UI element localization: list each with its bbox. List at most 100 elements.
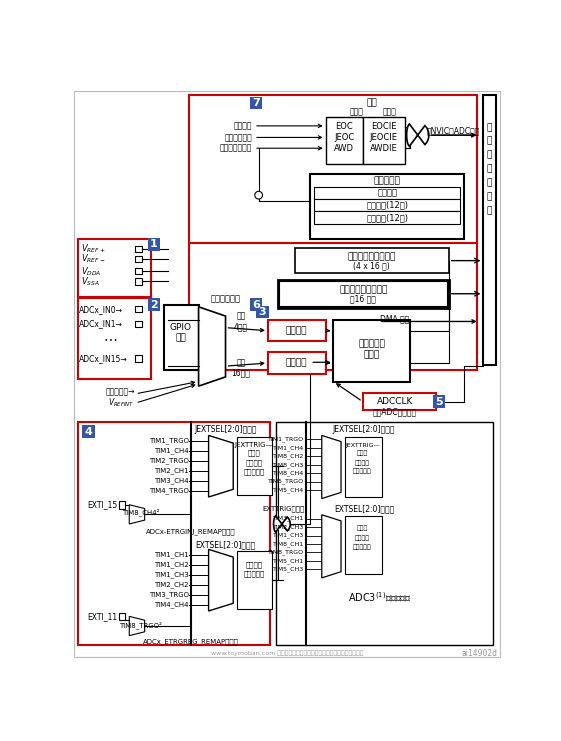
Text: www.toymoban.com 网络图片仕供展示，非存储，如有侵权请联系删除。: www.toymoban.com 网络图片仕供展示，非存储，如有侵权请联系删除。	[211, 651, 364, 656]
Bar	[237, 551, 272, 608]
Text: EXTI_15: EXTI_15	[88, 500, 118, 509]
Text: 规则通道数据寄存器: 规则通道数据寄存器	[339, 285, 388, 294]
Bar	[256, 306, 269, 319]
Text: 模拟看门狗事件: 模拟看门狗事件	[220, 144, 252, 153]
Text: 开始触发: 开始触发	[246, 562, 263, 568]
Bar	[82, 425, 95, 438]
Text: TIM2_CH2: TIM2_CH2	[154, 582, 188, 588]
Text: TIM8_TRGO: TIM8_TRGO	[268, 550, 304, 555]
Text: 地: 地	[487, 165, 493, 173]
Polygon shape	[209, 549, 233, 611]
Bar	[119, 613, 126, 620]
Text: 来自ADC预分频器: 来自ADC预分频器	[373, 408, 417, 417]
Text: 数: 数	[487, 123, 493, 132]
Bar	[77, 239, 151, 297]
Text: TIM5_CH3: TIM5_CH3	[273, 567, 304, 572]
Text: AWD: AWD	[334, 144, 354, 153]
Text: TIM1_CH3: TIM1_CH3	[273, 533, 304, 539]
Bar	[250, 96, 263, 109]
Bar	[189, 95, 477, 245]
Bar	[77, 422, 270, 645]
Text: JEOCIE: JEOCIE	[369, 133, 397, 142]
Bar	[164, 305, 199, 370]
Text: TIM8_CH4²: TIM8_CH4²	[122, 508, 159, 516]
Text: AWDIE: AWDIE	[370, 144, 397, 153]
Text: TIM2_CH1: TIM2_CH1	[154, 468, 188, 474]
Bar	[333, 320, 410, 382]
Bar	[237, 437, 272, 495]
Text: 开始触发: 开始触发	[355, 460, 370, 466]
Text: 据: 据	[487, 137, 493, 146]
Bar	[250, 299, 263, 310]
Text: 注入转换结束: 注入转换结束	[225, 133, 252, 142]
Bar	[345, 516, 382, 574]
Text: DMA 请求: DMA 请求	[380, 314, 409, 323]
Polygon shape	[129, 505, 145, 524]
Bar	[275, 422, 493, 645]
Text: 模拟多路开关: 模拟多路开关	[210, 294, 241, 303]
Text: TIM5_CH4: TIM5_CH4	[273, 488, 304, 493]
Text: TIM2_CH3: TIM2_CH3	[273, 524, 304, 530]
Text: TIM1_CH4: TIM1_CH4	[273, 445, 304, 451]
Text: EXTSEL[2:0]控制位: EXTSEL[2:0]控制位	[334, 504, 394, 513]
Text: 转换结束: 转换结束	[234, 122, 252, 130]
Text: TIM2_TRGO: TIM2_TRGO	[149, 457, 188, 464]
Polygon shape	[322, 515, 341, 578]
Bar	[314, 199, 461, 211]
Text: EOCIE: EOCIE	[371, 122, 396, 131]
Bar	[345, 437, 382, 497]
Text: TIM8_CH2: TIM8_CH2	[273, 453, 304, 459]
Polygon shape	[274, 516, 290, 532]
Text: ／: ／	[487, 150, 493, 159]
Text: 最多
4通道: 最多 4通道	[234, 312, 248, 331]
Text: TIM5_TRGO: TIM5_TRGO	[268, 479, 304, 485]
Text: 阈値低限(12位): 阈値低限(12位)	[366, 213, 408, 222]
Bar	[310, 173, 465, 239]
Bar	[325, 117, 362, 164]
Text: 址: 址	[487, 179, 493, 187]
Text: ADCx_IN1→: ADCx_IN1→	[79, 319, 123, 328]
Bar	[135, 268, 141, 274]
Text: ADCCLK: ADCCLK	[377, 397, 413, 406]
Text: ai14902d: ai14902d	[462, 649, 498, 658]
Text: JEXTTRIG—: JEXTTRIG—	[234, 442, 273, 448]
Text: $V_{DDA}$: $V_{DDA}$	[81, 265, 101, 278]
Text: 控制位: 控制位	[357, 451, 368, 456]
Text: 模拟至数字
转换器: 模拟至数字 转换器	[358, 339, 385, 359]
Bar	[189, 243, 477, 370]
Text: ADCx_IN0→: ADCx_IN0→	[79, 305, 123, 313]
Text: $V_{REFINT}$: $V_{REFINT}$	[108, 397, 135, 409]
Text: （规则组）: （规则组）	[243, 571, 265, 577]
Text: GPIO
端口: GPIO 端口	[170, 323, 192, 342]
Text: 4: 4	[85, 427, 93, 436]
Text: JEXTSEL[2:0]控制位: JEXTSEL[2:0]控制位	[194, 425, 257, 433]
Text: EXTSEL[2:0]控制位: EXTSEL[2:0]控制位	[195, 540, 256, 549]
Text: 温度传感器→: 温度传感器→	[105, 387, 135, 396]
Text: 控制位: 控制位	[247, 450, 260, 456]
Text: TIM8_CH1: TIM8_CH1	[273, 541, 304, 547]
Bar	[314, 211, 461, 224]
Bar	[314, 187, 461, 199]
Text: TIM3_TRGO: TIM3_TRGO	[149, 591, 188, 598]
Bar	[279, 282, 447, 306]
Text: EXTTRIG控制位: EXTTRIG控制位	[262, 505, 305, 512]
Bar	[484, 95, 496, 365]
Text: TIM5_CH1: TIM5_CH1	[273, 558, 304, 564]
Text: TIM1_CH4: TIM1_CH4	[154, 448, 188, 454]
Text: EXTI_11: EXTI_11	[88, 612, 118, 621]
Text: TIM3_CH4: TIM3_CH4	[154, 477, 188, 484]
Text: EOC: EOC	[335, 122, 353, 131]
Text: （16 位）: （16 位）	[351, 295, 376, 304]
Text: 7: 7	[252, 98, 260, 107]
Bar	[433, 396, 445, 408]
Text: TIM4_TRGO: TIM4_TRGO	[149, 488, 188, 494]
Text: 6: 6	[252, 299, 260, 310]
Polygon shape	[407, 124, 429, 146]
Polygon shape	[209, 436, 233, 497]
Text: 注入通道: 注入通道	[286, 326, 307, 335]
Text: (4 x 16 位): (4 x 16 位)	[353, 262, 390, 270]
Text: 规则通道: 规则通道	[286, 359, 307, 368]
Bar	[362, 393, 436, 410]
Polygon shape	[322, 436, 341, 499]
Bar	[148, 299, 160, 310]
